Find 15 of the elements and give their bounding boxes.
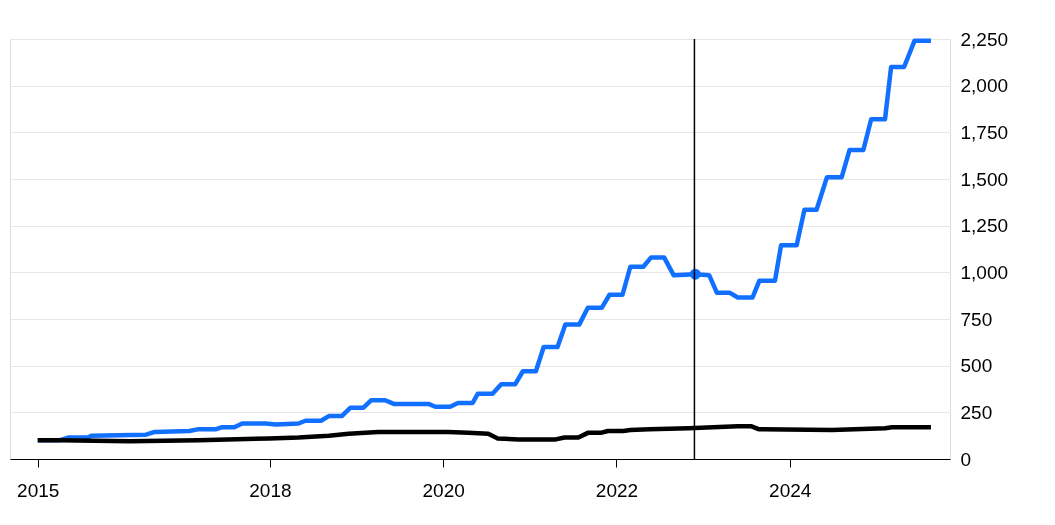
x-tick-label: 2015 — [17, 479, 60, 501]
x-tick-label: 2018 — [249, 479, 292, 501]
y-tick-label: 0 — [960, 448, 972, 470]
y-tick-label: 1,000 — [960, 261, 1009, 283]
y-tick-label: 1,500 — [960, 168, 1009, 190]
y-tick-label: 1,750 — [960, 121, 1009, 143]
y-tick-label: 2,250 — [960, 28, 1009, 50]
x-tick-label: 2022 — [595, 479, 639, 501]
y-tick-label: 1,250 — [960, 215, 1009, 237]
y-tick-label: 500 — [960, 355, 993, 377]
y-tick-label: 250 — [960, 401, 993, 423]
y-tick-label: 750 — [960, 308, 993, 330]
y-tick-label: 2,000 — [960, 75, 1009, 97]
x-tick-label: 2024 — [769, 479, 812, 501]
x-tick-label: 2020 — [422, 479, 465, 501]
